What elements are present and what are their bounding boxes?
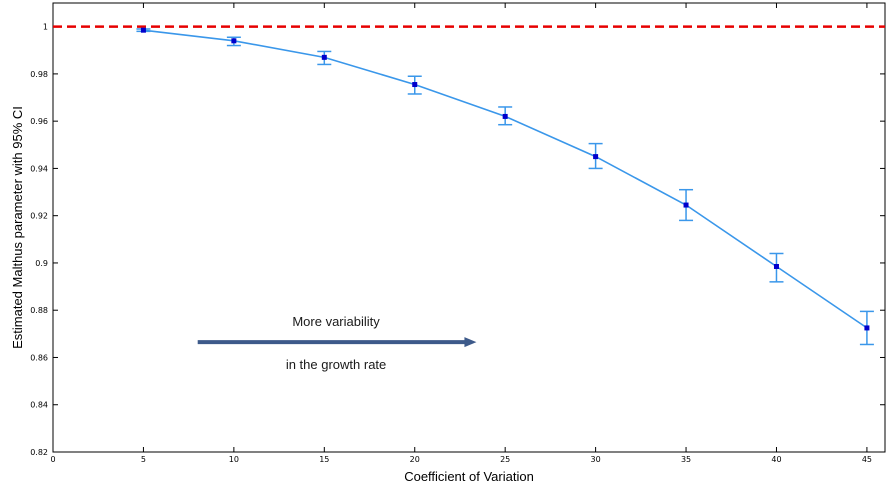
x-tick-label: 10: [229, 455, 239, 464]
x-tick-label: 45: [862, 455, 872, 464]
plot-frame: [52, 2, 886, 453]
data-point: [593, 154, 599, 160]
y-tick-label: 0.96: [30, 117, 48, 126]
data-markers: [140, 27, 870, 331]
annotation: More variability in the growth rate: [197, 314, 477, 372]
y-tick-label: 0.82: [30, 448, 48, 457]
x-tick-label: 25: [500, 455, 510, 464]
data-point: [412, 82, 418, 88]
x-tick-label: 15: [319, 455, 329, 464]
y-tick-label: 0.98: [30, 70, 48, 79]
x-axis-title: Coefficient of Variation: [404, 469, 534, 484]
x-tick-label: 30: [591, 455, 601, 464]
annotation-text-line1: More variability: [292, 314, 380, 329]
x-tick-label: 0: [50, 455, 55, 464]
x-tick-label: 35: [681, 455, 691, 464]
data-point: [231, 38, 237, 44]
x-tick-label: 5: [141, 455, 146, 464]
y-tick-label: 0.92: [30, 212, 48, 221]
y-tick-label: 0.84: [30, 401, 48, 410]
y-tick-label: 1: [43, 23, 48, 32]
data-point: [140, 27, 146, 33]
y-tick-label: 0.94: [30, 164, 48, 173]
x-tick-label: 20: [410, 455, 420, 464]
data-point: [321, 54, 327, 60]
data-point: [864, 325, 870, 331]
y-tick-label: 0.88: [30, 306, 48, 315]
annotation-text-line2: in the growth rate: [286, 357, 386, 372]
x-tick-label: 40: [771, 455, 781, 464]
data-point: [683, 202, 689, 208]
y-tick-label: 0.9: [35, 259, 48, 268]
data-point: [773, 263, 779, 269]
y-tick-label: 0.86: [30, 353, 48, 362]
x-axis-ticks: 0 5 10 15 20 25 30 35 40 45: [50, 3, 872, 464]
data-point: [502, 113, 508, 119]
y-axis-title: Estimated Malthus parameter with 95% CI: [10, 106, 25, 349]
annotation-arrow-head: [464, 337, 477, 348]
